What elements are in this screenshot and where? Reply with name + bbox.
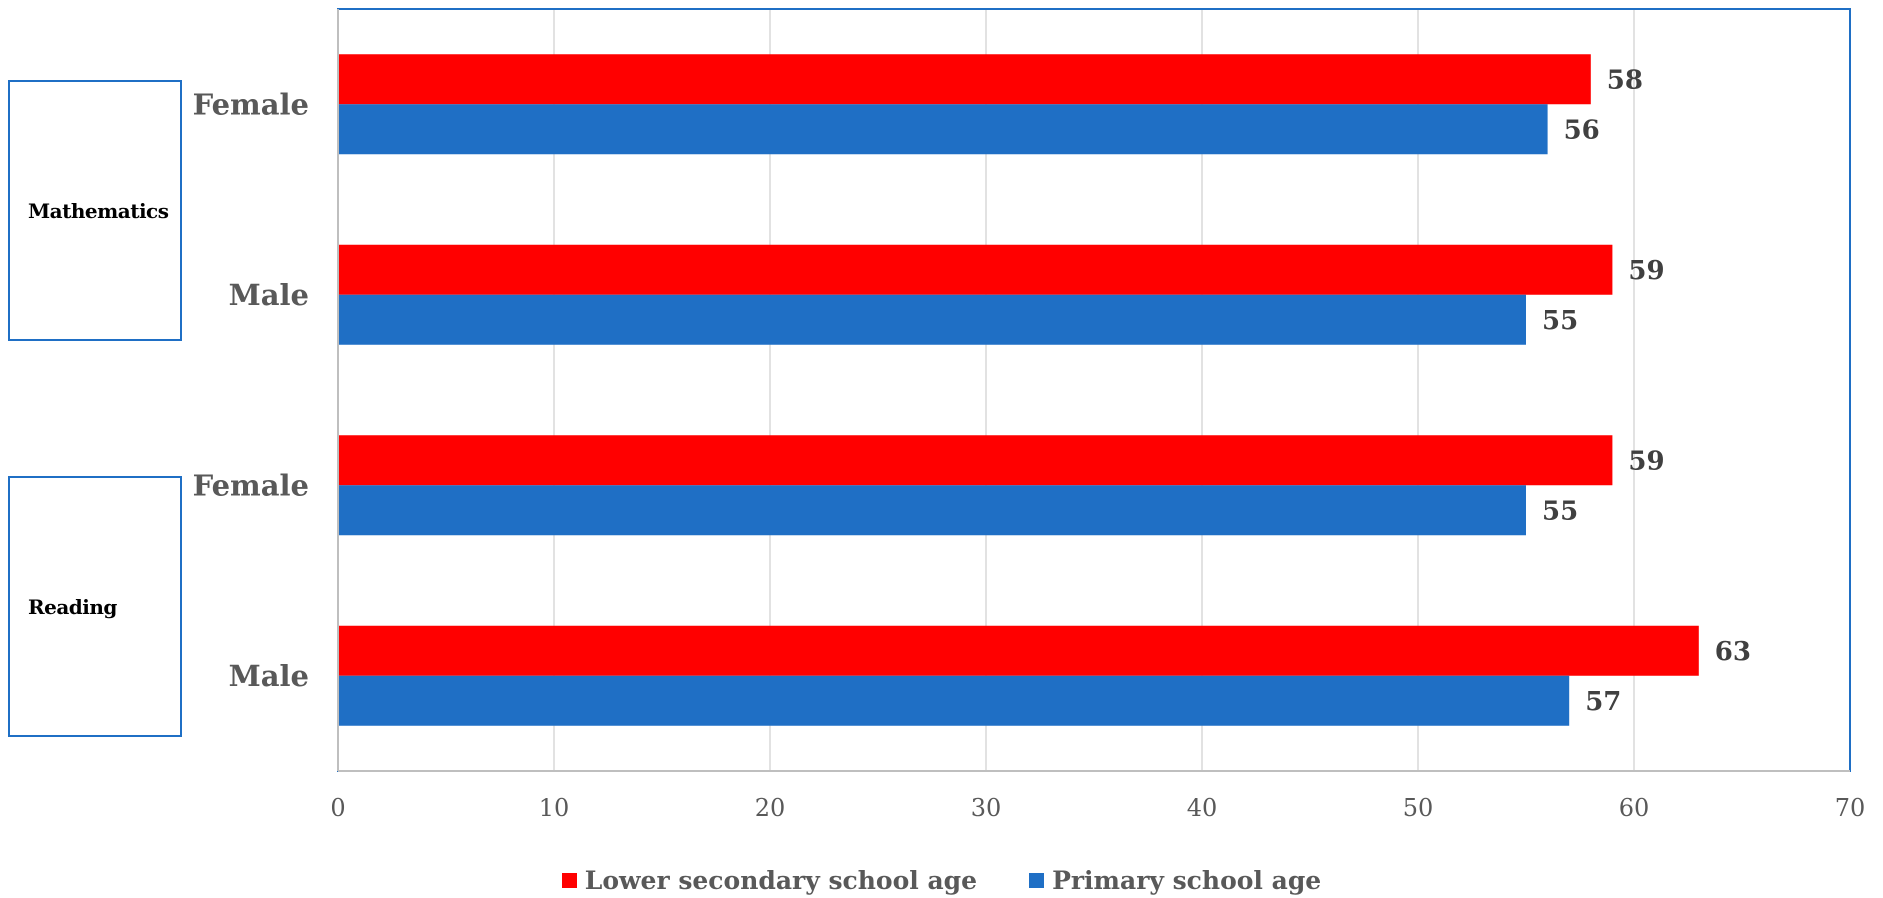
category-label: Male bbox=[229, 659, 309, 693]
x-tick-label: 70 bbox=[1835, 794, 1866, 822]
legend-label-lower-secondary: Lower secondary school age bbox=[584, 866, 978, 895]
x-tick-label: 0 bbox=[330, 794, 345, 822]
category-label: Female bbox=[193, 87, 309, 121]
group-label-reading: Reading bbox=[28, 594, 117, 619]
legend-swatch-primary bbox=[1029, 873, 1045, 888]
bar-primary bbox=[338, 485, 1526, 536]
data-label: 59 bbox=[1628, 446, 1664, 476]
bar-primary bbox=[338, 104, 1548, 155]
legend-item-primary: Primary school age bbox=[1029, 866, 1321, 895]
bars bbox=[338, 54, 1699, 726]
x-tick-label: 20 bbox=[755, 794, 786, 822]
x-tick-label: 10 bbox=[539, 794, 570, 822]
legend-item-lower-secondary: Lower secondary school age bbox=[561, 866, 978, 895]
x-tick-label: 40 bbox=[1187, 794, 1218, 822]
bar-lower-secondary bbox=[338, 435, 1613, 486]
data-label: 55 bbox=[1542, 496, 1578, 526]
bar-lower-secondary bbox=[338, 54, 1591, 105]
bar-primary bbox=[338, 294, 1526, 345]
x-tick-label: 30 bbox=[971, 794, 1002, 822]
x-axis-ticks: 0 10 20 30 40 50 60 70 bbox=[330, 794, 1865, 822]
legend: Lower secondary school age Primary schoo… bbox=[0, 866, 1883, 895]
data-label: 55 bbox=[1542, 306, 1578, 336]
category-label: Female bbox=[193, 468, 309, 502]
bar-primary bbox=[338, 675, 1570, 726]
data-label: 63 bbox=[1715, 637, 1751, 667]
legend-label-primary: Primary school age bbox=[1052, 866, 1322, 895]
legend-swatch-lower-secondary bbox=[561, 873, 577, 888]
bar-lower-secondary bbox=[338, 244, 1613, 295]
data-label: 58 bbox=[1607, 65, 1643, 95]
x-tick-label: 50 bbox=[1403, 794, 1434, 822]
data-label: 56 bbox=[1564, 115, 1600, 145]
data-label: 59 bbox=[1628, 256, 1664, 286]
group-box-reading: Reading bbox=[8, 476, 182, 737]
bar-lower-secondary bbox=[338, 625, 1699, 676]
group-label-mathematics: Mathematics bbox=[28, 198, 169, 223]
data-label: 57 bbox=[1585, 687, 1621, 717]
category-label: Male bbox=[229, 278, 309, 312]
group-box-mathematics: Mathematics bbox=[8, 80, 182, 341]
x-tick-label: 60 bbox=[1619, 794, 1650, 822]
